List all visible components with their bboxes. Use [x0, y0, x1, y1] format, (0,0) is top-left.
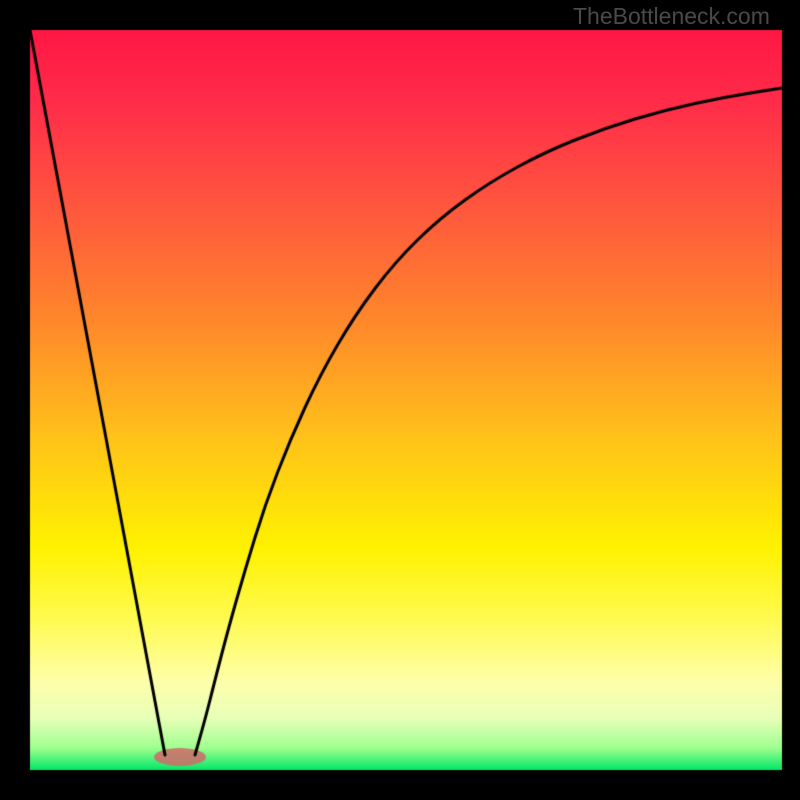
watermark-text: TheBottleneck.com — [573, 3, 770, 30]
bottleneck-curve — [0, 0, 800, 800]
chart-container: TheBottleneck.com — [0, 0, 800, 800]
